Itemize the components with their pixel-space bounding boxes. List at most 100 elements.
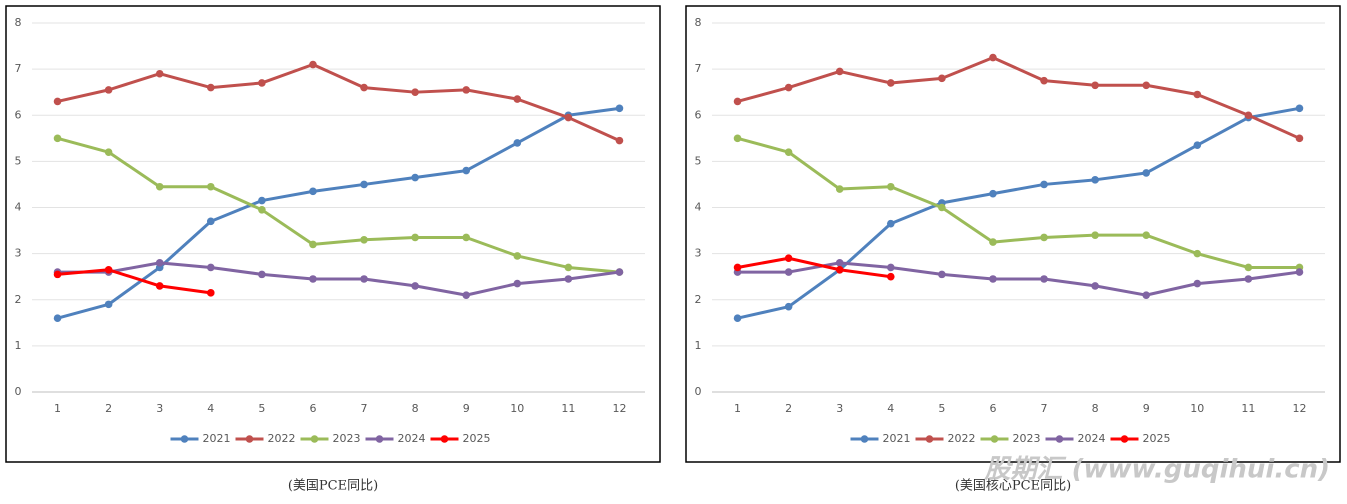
legend-marker	[1120, 435, 1129, 443]
data-point	[53, 270, 62, 279]
y-tick-label: 6	[695, 108, 702, 121]
x-tick-label: 12	[1292, 402, 1306, 415]
data-point	[989, 275, 997, 283]
data-point	[1295, 268, 1304, 276]
x-tick-label: 8	[412, 402, 419, 415]
data-point	[1142, 291, 1151, 299]
data-point	[1040, 233, 1048, 242]
series-line	[737, 106, 1300, 320]
data-point	[1040, 275, 1048, 283]
y-tick-label: 4	[695, 201, 702, 214]
data-point	[835, 259, 844, 267]
data-point	[989, 238, 997, 246]
data-point	[835, 67, 844, 76]
x-tick-label: 10	[1190, 402, 1204, 415]
data-point	[53, 97, 62, 106]
legend-label: 2021	[203, 432, 231, 445]
data-point	[411, 233, 419, 242]
data-point	[886, 263, 895, 272]
data-point	[411, 88, 419, 96]
series-line	[57, 136, 620, 274]
data-point	[513, 139, 522, 147]
data-point	[1091, 282, 1099, 290]
legend-label: 2025	[1143, 432, 1171, 445]
data-point	[258, 196, 266, 205]
data-point	[53, 134, 62, 143]
y-tick-label: 5	[695, 154, 702, 167]
x-tick-label: 4	[887, 402, 894, 415]
data-point	[53, 314, 62, 323]
series-line	[737, 136, 1300, 269]
x-tick-label: 9	[463, 402, 470, 415]
data-point	[411, 282, 419, 290]
data-point	[835, 185, 844, 193]
series-line	[737, 261, 1300, 297]
data-point	[1142, 81, 1151, 90]
data-point	[1091, 176, 1099, 184]
data-point	[462, 86, 471, 94]
y-tick-label: 2	[15, 293, 22, 306]
x-tick-label: 7	[1041, 402, 1048, 415]
data-point	[784, 254, 793, 263]
data-point	[309, 187, 317, 196]
y-tick-label: 7	[15, 62, 22, 75]
y-tick-label: 8	[695, 16, 702, 29]
y-tick-label: 2	[695, 293, 702, 306]
data-point	[309, 275, 317, 283]
data-point	[733, 314, 742, 323]
data-point	[1295, 104, 1304, 113]
data-point	[462, 233, 471, 242]
data-point	[513, 95, 522, 103]
legend-marker	[180, 435, 189, 443]
legend-label: 2023	[333, 432, 361, 445]
x-tick-label: 7	[361, 402, 368, 415]
x-tick-label: 6	[309, 402, 316, 415]
data-point	[1193, 90, 1202, 99]
data-point	[258, 79, 266, 87]
data-point	[513, 279, 522, 288]
data-point	[835, 265, 844, 274]
legend-marker	[375, 435, 384, 443]
data-point	[462, 166, 471, 175]
data-point	[1091, 81, 1099, 90]
data-point	[155, 259, 164, 267]
series-line	[737, 56, 1301, 140]
chart-frame	[685, 5, 1341, 463]
data-point	[206, 289, 215, 297]
y-tick-label: 1	[695, 339, 702, 352]
data-point	[564, 263, 573, 272]
data-point	[784, 83, 793, 92]
legend-label: 2024	[398, 432, 426, 445]
x-tick-label: 6	[989, 402, 996, 415]
data-point	[733, 97, 742, 106]
x-tick-label: 3	[836, 402, 843, 415]
data-point	[1193, 141, 1202, 150]
data-point	[886, 182, 895, 191]
y-tick-label: 3	[15, 247, 22, 260]
series-line	[57, 261, 620, 297]
data-point	[206, 83, 215, 92]
x-tick-label: 11	[1241, 402, 1255, 415]
data-point	[938, 270, 946, 279]
data-point	[104, 265, 113, 274]
data-point	[513, 252, 522, 260]
data-point	[564, 275, 573, 283]
data-point	[1142, 231, 1151, 239]
data-point	[615, 136, 624, 145]
data-point	[1244, 263, 1253, 272]
legend-marker	[245, 435, 254, 443]
data-point	[360, 83, 368, 92]
data-point	[784, 268, 793, 276]
data-point	[104, 86, 113, 94]
y-tick-label: 4	[15, 201, 22, 214]
y-tick-label: 6	[15, 108, 22, 121]
caption: (美国PCE同比)	[288, 479, 378, 494]
y-tick-label: 1	[15, 339, 22, 352]
data-point	[155, 182, 164, 191]
legend-marker	[1055, 435, 1064, 443]
y-tick-label: 7	[695, 62, 702, 75]
x-tick-label: 1	[734, 402, 741, 415]
data-point	[258, 206, 266, 214]
caption: (美国核心PCE同比)	[955, 479, 1071, 494]
data-point	[360, 180, 368, 189]
